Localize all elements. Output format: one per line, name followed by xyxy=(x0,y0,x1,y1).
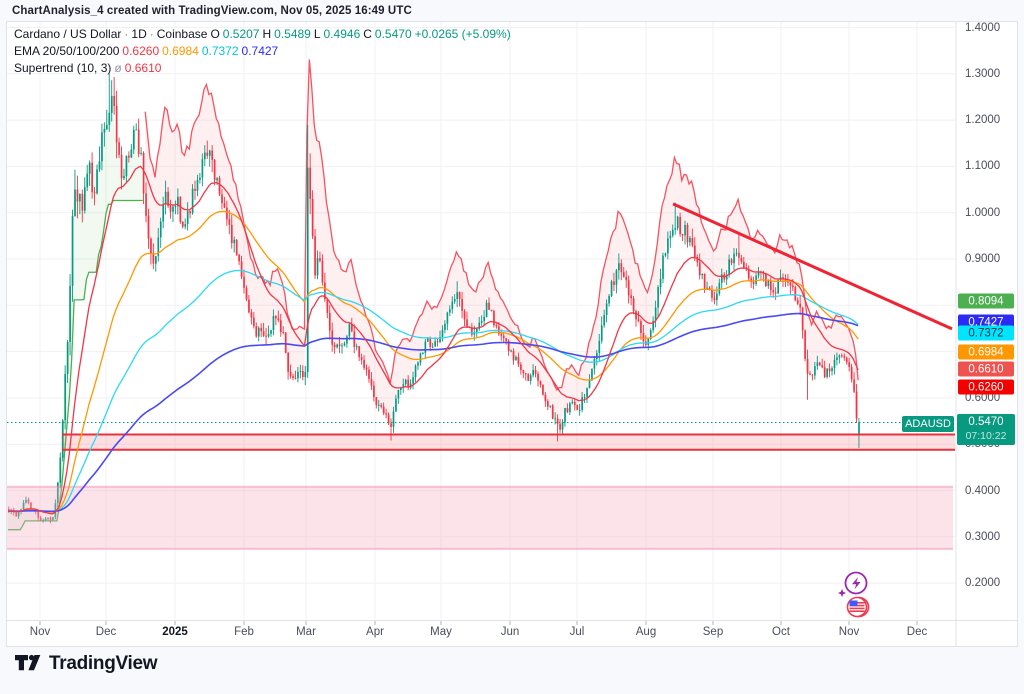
indicator-axis-label: 0.6984 xyxy=(958,344,1014,360)
price-tick: 0.4000 xyxy=(965,484,1001,497)
last-price-value: 0.5470 xyxy=(968,416,1004,428)
legend-text: C xyxy=(363,27,372,41)
legend-ema-value: 0.7372 xyxy=(201,44,239,58)
legend-text: +0.0265 (+5.09%) xyxy=(414,27,511,41)
time-tick: Aug xyxy=(635,626,657,638)
tradingview-logo-text: TradingView xyxy=(49,653,158,674)
time-tick: Mar xyxy=(296,626,316,638)
price-tick: 1.0000 xyxy=(965,206,1001,219)
time-tick: Oct xyxy=(772,626,790,638)
symbol-price-tag: ADAUSD xyxy=(902,416,954,432)
time-tick: 2025 xyxy=(162,626,188,638)
legend-text: Coinbase xyxy=(156,27,208,41)
legend-supertrend-value: ø xyxy=(114,61,122,75)
legend-ema-value: 0.6260 xyxy=(122,44,160,58)
legend-text: H xyxy=(262,27,272,41)
legend-supertrend-value: Supertrend (10, 3) xyxy=(14,61,112,75)
legend-supertrend-row[interactable]: Supertrend (10, 3) ø 0.6610 xyxy=(14,60,514,77)
price-tick: 0.2000 xyxy=(965,577,1001,590)
legend-ema-row[interactable]: EMA 20/50/100/200 0.6260 0.6984 0.7372 0.742… xyxy=(14,43,514,60)
legend-supertrend-value: 0.6610 xyxy=(124,61,162,75)
time-tick: Nov xyxy=(838,626,860,638)
legend-text: 0.5489 xyxy=(274,27,311,41)
time-tick: Jul xyxy=(569,626,585,638)
legend-text: 0.4946 xyxy=(323,27,361,41)
legend-text: L xyxy=(313,27,321,41)
legend-text: O xyxy=(210,27,220,41)
tradingview-footer[interactable]: TradingView xyxy=(14,653,158,675)
legend-text: 1D xyxy=(131,27,147,41)
time-tick: Sep xyxy=(702,626,724,638)
time-tick: Feb xyxy=(234,626,254,638)
indicator-axis-label: 0.6260 xyxy=(958,379,1014,395)
price-tick: 1.4000 xyxy=(965,21,1001,34)
legend-text: 0.5207 xyxy=(222,27,260,41)
descending-trendline xyxy=(672,202,953,331)
time-tick: Dec xyxy=(906,626,928,638)
snapshot-title: ChartAnalysis_4 created with TradingView… xyxy=(12,5,412,17)
legend-text: · xyxy=(149,27,154,41)
price-tick: 0.9000 xyxy=(965,253,1001,265)
supply-band xyxy=(62,434,955,450)
last-price-axis-label: 0.5470 07:10:22 xyxy=(957,414,1015,445)
price-tick: 0.6000 xyxy=(965,391,1001,404)
time-tick: Dec xyxy=(95,626,117,638)
legend-ema-value: EMA 20/50/100/200 xyxy=(14,44,120,58)
legend-ema-value: 0.7427 xyxy=(241,44,279,58)
time-tick: Nov xyxy=(29,626,51,638)
chart-legend[interactable]: Cardano / US Dollar · 1D · Coinbase O 0.5207 H 0… xyxy=(14,26,514,77)
price-tick: 1.3000 xyxy=(965,67,1001,80)
legend-symbol-row[interactable]: Cardano / US Dollar · 1D · Coinbase O 0.5207 H 0… xyxy=(14,26,514,43)
legend-ema-value: 0.6984 xyxy=(162,44,199,58)
legend-text: · xyxy=(124,27,129,41)
price-tick: 1.1000 xyxy=(965,160,1001,173)
time-tick: Jun xyxy=(500,626,520,638)
legend-text: 0.5470 xyxy=(374,27,412,41)
indicator-axis-label: 0.7372 xyxy=(958,325,1014,341)
indicator-axis-label: 0.6610 xyxy=(958,361,1014,377)
sparkle-icon xyxy=(838,589,846,597)
time-tick: May xyxy=(430,626,452,638)
demand-zone xyxy=(7,486,953,549)
us-economic-event-icon xyxy=(846,596,868,618)
indicator-axis-label: 0.8094 xyxy=(958,293,1014,309)
time-tick: Apr xyxy=(366,626,384,638)
price-tick: 0.3000 xyxy=(965,530,1001,543)
price-tick: 1.2000 xyxy=(965,114,1001,127)
legend-text: Cardano / US Dollar xyxy=(14,27,122,41)
bar-close-countdown: 07:10:22 xyxy=(965,430,1007,442)
tradingview-logo-icon xyxy=(15,654,41,670)
